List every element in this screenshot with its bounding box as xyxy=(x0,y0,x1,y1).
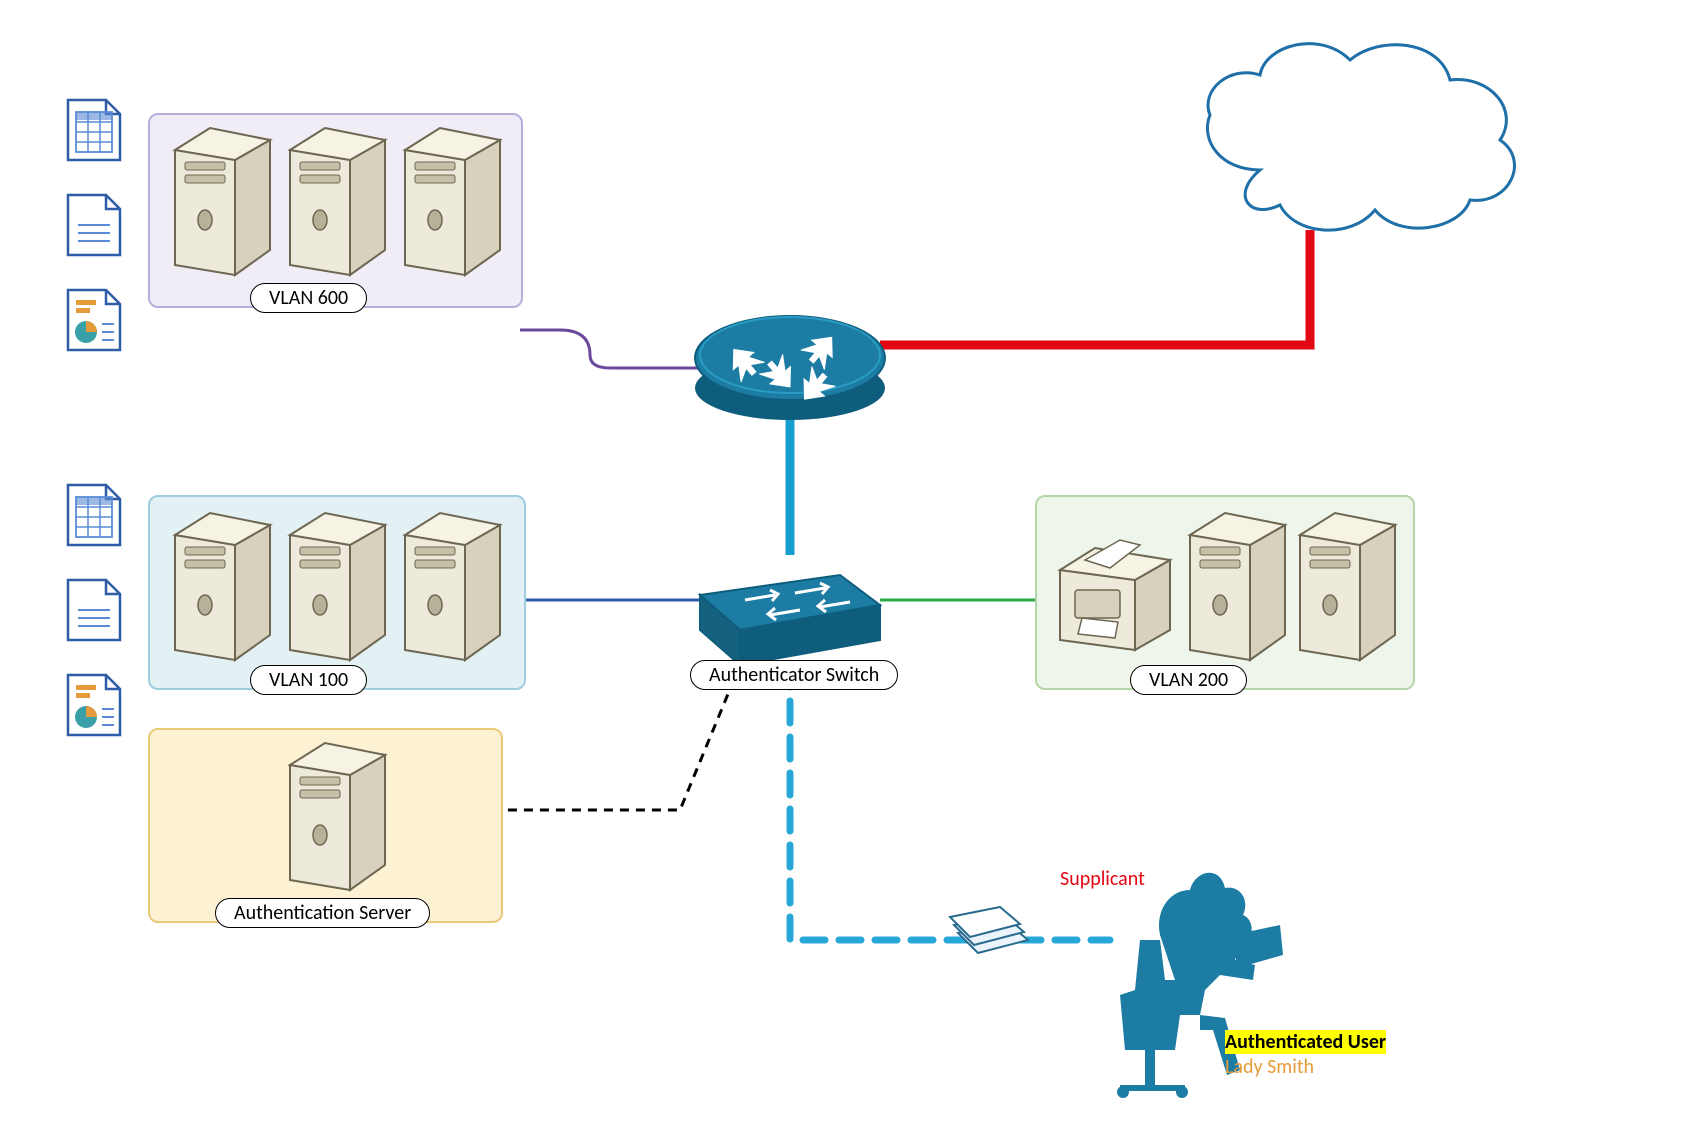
spreadsheet-icon xyxy=(68,100,120,160)
auth-user-label: Authenticated User xyxy=(1225,1030,1386,1054)
user-name-label: Lady Smith xyxy=(1225,1055,1314,1079)
diagram-canvas: VLAN 600 VLAN 100 VLAN 200 Authenticator… xyxy=(0,0,1703,1134)
vlan600-label: VLAN 600 xyxy=(250,283,367,313)
vlan100-box xyxy=(148,495,526,690)
link-router-cloud xyxy=(880,230,1310,345)
chartdoc-icon xyxy=(68,290,120,350)
authsrv-box xyxy=(148,728,503,923)
router-icon xyxy=(695,316,885,420)
vlan200-box xyxy=(1035,495,1415,690)
vlan600-box xyxy=(148,113,523,308)
authsrv-label: Authentication Server xyxy=(215,898,430,928)
cloud-icon xyxy=(1207,44,1514,231)
vlan200-label: VLAN 200 xyxy=(1130,665,1247,695)
chartdoc-icon xyxy=(68,675,120,735)
textdoc-icon xyxy=(68,580,120,640)
textdoc-icon xyxy=(68,195,120,255)
switch-label: Authenticator Switch xyxy=(690,660,898,690)
supplicant-label: Supplicant xyxy=(1060,867,1145,891)
switch-icon xyxy=(700,575,880,665)
spreadsheet-icon xyxy=(68,485,120,545)
papers-icon xyxy=(950,907,1028,953)
vlan100-label: VLAN 100 xyxy=(250,665,367,695)
link-switch-supplicant xyxy=(790,665,1110,940)
link-router-vlan600 xyxy=(520,330,700,368)
